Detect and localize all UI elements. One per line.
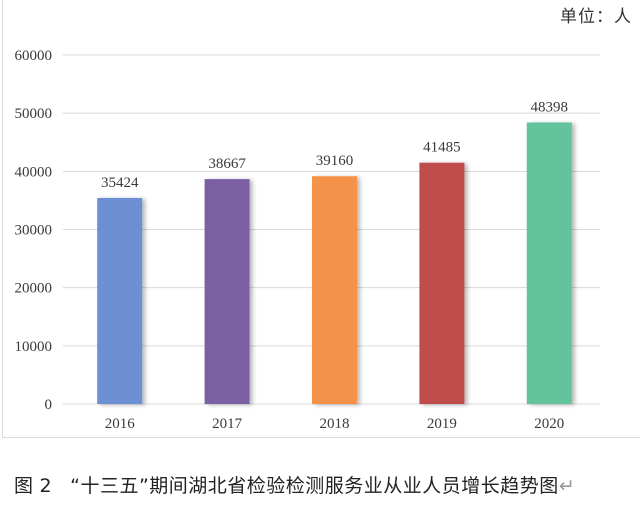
- bars: [97, 122, 572, 404]
- y-tick-label: 30000: [15, 223, 53, 239]
- gridlines: [63, 54, 600, 405]
- data-label: 39160: [316, 153, 354, 169]
- x-tick-label: 2019: [427, 416, 457, 432]
- bar-2016: [97, 197, 143, 404]
- x-tick-label: 2018: [320, 416, 350, 432]
- chart-frame: [2, 0, 640, 438]
- y-tick-label: 0: [45, 397, 53, 413]
- data-label: 35424: [101, 175, 139, 191]
- bar-chart: 0 10000 20000 30000 40000 50000 60000 35424 386…: [15, 48, 600, 432]
- bar-2019: [419, 162, 465, 404]
- x-tick-label: 2020: [534, 416, 564, 432]
- caption-fig-label: 图: [14, 475, 34, 497]
- paragraph-mark-icon: ↵: [558, 475, 576, 497]
- x-tick-label: 2016: [105, 416, 136, 432]
- data-label: 38667: [208, 156, 246, 172]
- bar-2017: [204, 179, 250, 404]
- y-tick-label: 10000: [15, 339, 53, 355]
- unit-label: 单位：人: [560, 7, 632, 27]
- x-axis-ticks: 2016 2017 2018 2019 2020: [105, 416, 565, 432]
- x-tick-label: 2017: [212, 416, 243, 432]
- y-tick-label: 50000: [15, 106, 53, 122]
- bar-2020: [526, 122, 572, 404]
- figure-caption: 图 2 “十三五”期间湖北省检验检测服务业从业人员增长趋势图↵: [14, 471, 575, 498]
- caption-fig-number: 2: [39, 475, 53, 497]
- y-axis-ticks: 0 10000 20000 30000 40000 50000 60000: [15, 48, 53, 413]
- y-tick-label: 60000: [15, 48, 53, 64]
- data-label: 41485: [423, 140, 461, 156]
- bar-2018: [312, 176, 357, 404]
- y-tick-label: 40000: [15, 164, 53, 180]
- data-label: 48398: [531, 99, 569, 115]
- y-tick-label: 20000: [15, 281, 53, 297]
- caption-text: “十三五”期间湖北省检验检测服务业从业人员增长趋势图: [70, 475, 559, 497]
- data-labels: 35424 38667 39160 41485 48398: [101, 99, 568, 190]
